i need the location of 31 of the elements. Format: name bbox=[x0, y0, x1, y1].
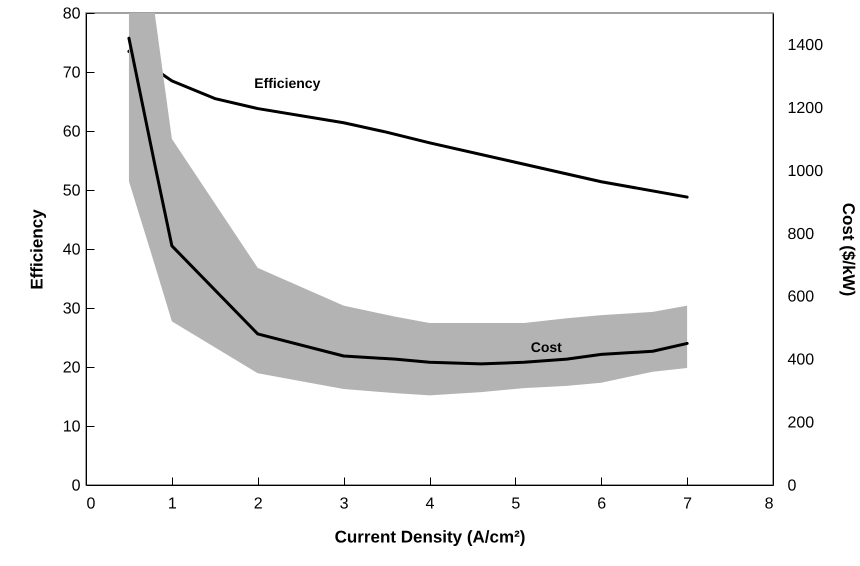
y-tick-label: 30 bbox=[62, 300, 81, 318]
y2-axis-title: Cost ($/kW) bbox=[839, 202, 858, 296]
y-tick-label: 80 bbox=[62, 6, 81, 22]
y-axis-title: Efficiency bbox=[28, 208, 47, 290]
x-tick-label: 7 bbox=[683, 496, 692, 512]
y2-tick-label: 200 bbox=[788, 414, 814, 432]
y-tick-label: 60 bbox=[62, 124, 81, 140]
y-tick-label: 10 bbox=[62, 418, 81, 436]
x-tick-label: 5 bbox=[511, 496, 520, 512]
x-tick-label: 2 bbox=[254, 496, 263, 512]
x-tick-label: 0 bbox=[86, 496, 96, 512]
x-tick-label: 3 bbox=[340, 496, 349, 512]
y2-tick-label: 1000 bbox=[788, 162, 824, 180]
y-tick-label: 0 bbox=[72, 478, 81, 494]
x-axis-title: Current Density (A/cm²) bbox=[334, 528, 526, 546]
y-tick-label: 40 bbox=[62, 242, 81, 258]
y2-tick-label: 600 bbox=[788, 288, 814, 306]
y-tick-label: 70 bbox=[62, 64, 81, 82]
y2-tick-label: 800 bbox=[788, 226, 814, 243]
series-label: Cost bbox=[530, 339, 562, 356]
x-tick-label: 4 bbox=[426, 496, 435, 512]
y2-tick-label: 400 bbox=[788, 352, 814, 369]
y-tick-label: 50 bbox=[62, 182, 81, 200]
y-tick-label: 20 bbox=[62, 360, 81, 376]
x-tick-label: 1 bbox=[168, 496, 177, 512]
y2-tick-label: 1400 bbox=[788, 36, 824, 54]
series-label: Efficiency bbox=[254, 74, 321, 91]
y2-tick-label: 1200 bbox=[788, 100, 824, 117]
x-tick-label: 6 bbox=[597, 496, 606, 512]
x-tick-label: 8 bbox=[764, 496, 774, 512]
y2-tick-label: 0 bbox=[788, 478, 796, 494]
